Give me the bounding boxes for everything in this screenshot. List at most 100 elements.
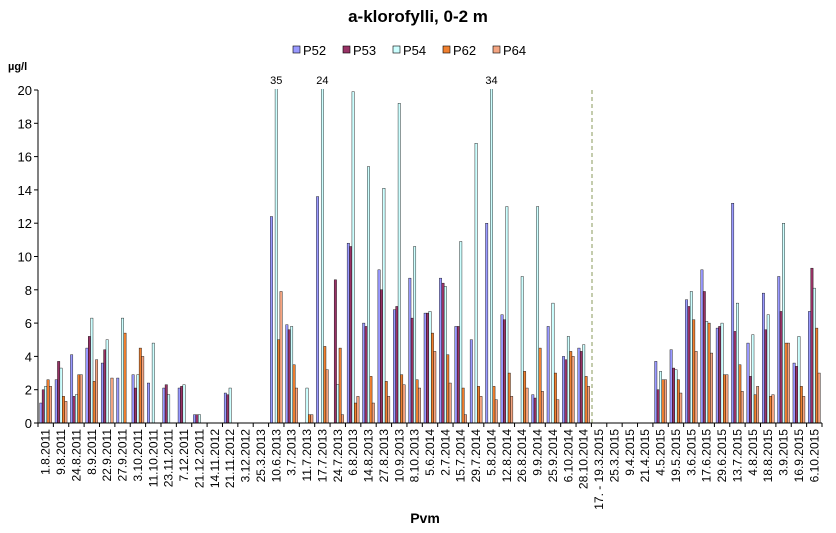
bar (410, 317, 414, 424)
bar (582, 344, 586, 424)
bar (536, 206, 540, 424)
bar (75, 394, 78, 424)
bar (740, 391, 744, 424)
bar (351, 91, 355, 424)
bar (279, 291, 283, 424)
x-tick-label: 9.4.2015 (623, 429, 637, 476)
y-tick-label: 8 (25, 283, 32, 298)
x-tick-label: 19.5.2015 (669, 429, 683, 483)
bar (707, 322, 711, 424)
x-tick-label: 9.8.2011 (54, 429, 68, 475)
bar (141, 356, 145, 424)
bar (443, 286, 447, 424)
legend-label: P52 (303, 43, 326, 58)
x-tick-label: 21.12.2011 (192, 429, 206, 488)
bar (571, 356, 575, 424)
bar (123, 332, 127, 424)
x-tick-label: 16.9.2015 (792, 429, 806, 483)
bar (700, 269, 704, 424)
bar (85, 347, 89, 424)
bar (538, 347, 542, 424)
y-tick-label: 6 (25, 316, 32, 331)
bar (685, 299, 688, 424)
y-tick-label: 18 (18, 116, 32, 131)
bar (817, 372, 821, 424)
bar (479, 396, 483, 424)
bar (533, 397, 537, 424)
bar (90, 317, 94, 424)
bar (292, 364, 296, 424)
x-tick-label: 8.10.2013 (408, 429, 422, 483)
bar (702, 291, 706, 424)
bar (384, 381, 388, 424)
bar (371, 402, 375, 424)
y-tick-label: 4 (25, 349, 32, 364)
bar (494, 399, 498, 424)
bar (474, 143, 478, 424)
bar (551, 302, 555, 424)
x-tick-label: 26.8.2014 (515, 429, 529, 483)
bar (39, 402, 43, 424)
x-tick-label: 4.8.2015 (746, 429, 760, 476)
bar (490, 89, 493, 424)
bar (720, 322, 724, 424)
x-tick-label: 3.9.2015 (777, 429, 791, 476)
bar (587, 386, 590, 424)
bar (325, 369, 329, 424)
bar (812, 287, 816, 424)
bar (808, 311, 811, 424)
bar (369, 376, 373, 424)
bar (364, 326, 368, 424)
x-tick-label: 24.7.2013 (331, 429, 345, 483)
x-tick-label: 8.9.2011 (85, 429, 99, 475)
bar (121, 317, 124, 424)
bar (308, 414, 311, 424)
bar (64, 401, 68, 424)
x-tick-label: 1.8.2011 (39, 429, 53, 475)
bar (393, 309, 396, 424)
bar (162, 387, 166, 424)
value-label: 34 (485, 75, 497, 87)
y-axis-title: µg/l (8, 61, 27, 73)
bar (784, 342, 788, 424)
bar (738, 364, 742, 424)
value-label: 24 (316, 75, 328, 87)
x-tick-label: 3.6.2015 (684, 429, 698, 476)
bar (654, 361, 658, 424)
bar (562, 356, 565, 424)
bar (316, 196, 319, 424)
x-tick-label: 6.8.2013 (346, 429, 360, 476)
bar (54, 379, 58, 424)
bar (41, 389, 45, 424)
bar (556, 399, 560, 424)
bar (459, 241, 463, 424)
bar (659, 371, 662, 424)
bar (70, 354, 74, 424)
bar (57, 361, 61, 424)
bar (461, 387, 465, 424)
x-tick-label: 5.6.2014 (423, 429, 437, 476)
bar (692, 319, 696, 424)
bar (464, 414, 467, 424)
bar (710, 352, 713, 424)
bar (433, 351, 437, 424)
x-tick-label: 5.8.2014 (484, 429, 498, 476)
bar (751, 334, 755, 424)
bar (341, 414, 344, 424)
bar (44, 386, 48, 424)
bar (541, 391, 544, 424)
bar (77, 374, 81, 424)
x-tick-label: 11.10.2011 (146, 429, 160, 488)
bar (116, 377, 120, 424)
legend-label: P62 (453, 43, 476, 58)
x-tick-label: 17. - 19.3.2015 (592, 429, 606, 510)
x-tick-label: 7.12.2011 (177, 429, 191, 482)
bar (492, 386, 496, 424)
bar (500, 314, 504, 424)
bar (382, 188, 386, 424)
y-tick-label: 2 (25, 383, 32, 398)
y-tick-label: 12 (18, 216, 32, 231)
x-tick-label: 4.5.2015 (654, 429, 668, 476)
x-tick-label: 18.8.2015 (761, 429, 775, 483)
x-tick-label: 29.7.2014 (469, 429, 483, 483)
